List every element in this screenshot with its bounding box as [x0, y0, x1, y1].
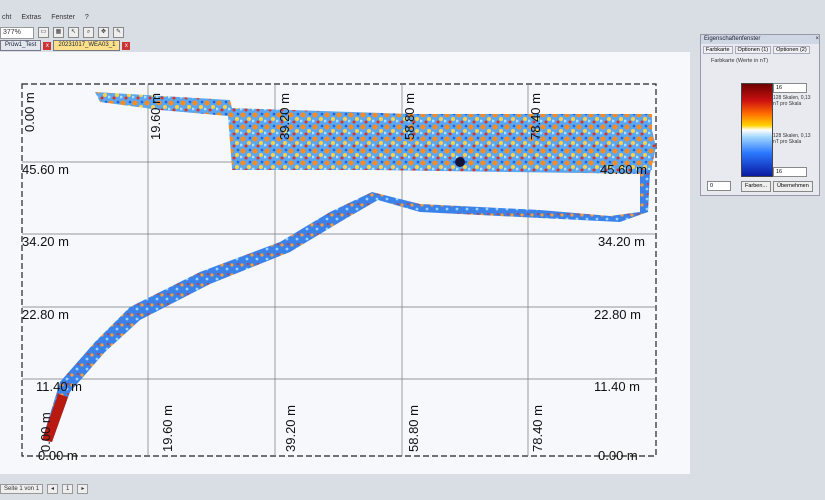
panel-title: Eigenschaftenfenster	[704, 36, 761, 42]
tab-pruew1[interactable]: Prüw1_Test	[0, 40, 42, 51]
menu-item[interactable]: cht	[2, 14, 12, 21]
status-bar: Seite 1 von 1 ◂ 1 ▸	[0, 484, 300, 494]
panel-tabs: Farbkarte Optionen (1) Optionen (2)	[701, 44, 819, 56]
right-label-3: 11.40 m	[594, 379, 640, 394]
document-tabs: Prüw1_Test x 20231017_WEA03_1 x	[0, 40, 700, 51]
right-label-1: 34.20 m	[598, 234, 645, 249]
page-indicator: Seite 1 von 1	[0, 484, 44, 494]
menu-item-fenster[interactable]: Fenster	[51, 14, 75, 21]
bottom-label-2: 39.20 m	[283, 405, 298, 452]
top-label-0: 0.00 m	[22, 92, 37, 132]
prev-page-button[interactable]: ◂	[47, 484, 59, 494]
close-icon[interactable]: x	[43, 41, 52, 50]
magnetometer-map[interactable]: 0.00 m 19.60 m 39.20 m 58.80 m 78.40 m 0…	[0, 52, 690, 474]
bottom-label-0: 0.00 m	[38, 412, 53, 452]
pan-icon[interactable]: ✥	[98, 27, 109, 38]
menu-bar: cht Extras Fenster ?	[0, 12, 702, 23]
tab-optionen-2[interactable]: Optionen (2)	[773, 46, 810, 54]
survey-data	[42, 92, 656, 442]
next-page-button[interactable]: ▸	[77, 484, 89, 494]
survey-path	[42, 170, 650, 442]
plot-frame	[21, 83, 657, 457]
left-value-field[interactable]: 0	[707, 181, 731, 191]
top-label-2: 39.20 m	[277, 93, 292, 140]
toolbar: 377% ▭ ▦ ↖ ⌕ ✥ ✎	[0, 26, 700, 39]
right-label-4: 0.00 m	[598, 448, 638, 463]
bottom-label-4: 78.40 m	[530, 405, 545, 452]
properties-panel: Eigenschaftenfenster × Farbkarte Optione…	[700, 34, 820, 196]
top-label-1: 19.60 m	[148, 93, 163, 140]
tab-farbkarte[interactable]: Farbkarte	[703, 46, 733, 54]
left-label-2: 22.80 m	[22, 307, 69, 322]
colors-button[interactable]: Farben...	[741, 181, 772, 192]
top-label-3: 58.80 m	[402, 93, 417, 140]
survey-path-start	[42, 394, 68, 442]
color-scale-bar	[741, 83, 773, 177]
right-label-0: 45.60 m	[600, 162, 647, 177]
top-label-4: 78.40 m	[528, 93, 543, 140]
pencil-icon[interactable]: ✎	[113, 27, 124, 38]
zoom-icon[interactable]: ⌕	[83, 27, 94, 38]
apply-button[interactable]: Übernehmen	[773, 181, 813, 192]
menu-item-help[interactable]: ?	[84, 14, 89, 21]
colormap-label: Farbkarte (Werte in nT)	[711, 58, 769, 64]
left-label-1: 34.20 m	[22, 234, 69, 249]
page-icon[interactable]: ▭	[38, 27, 49, 38]
survey-block-main	[232, 114, 652, 170]
grid-icon[interactable]: ▦	[53, 27, 64, 38]
left-label-4: 0.00 m	[38, 448, 78, 463]
min-field[interactable]: 16	[773, 167, 807, 177]
page-number-field[interactable]: 1	[62, 484, 74, 494]
tab-wea03[interactable]: 20231017_WEA03_1	[53, 40, 121, 51]
right-label-2: 22.80 m	[594, 307, 641, 322]
bottom-label-3: 58.80 m	[406, 405, 421, 452]
max-field[interactable]: 16	[773, 83, 807, 93]
upper-scale-info: 128 Skalen, 0,13 nT pro Skala	[773, 95, 811, 107]
anomaly-marker	[455, 157, 465, 167]
bottom-label-1: 19.60 m	[160, 405, 175, 452]
left-label-3: 11.40 m	[36, 379, 82, 394]
map-plot[interactable]: 0.00 m 19.60 m 39.20 m 58.80 m 78.40 m 0…	[0, 52, 690, 474]
menu-item-extras[interactable]: Extras	[21, 14, 42, 21]
zoom-field[interactable]: 377%	[0, 26, 34, 39]
arrow-icon[interactable]: ↖	[68, 27, 79, 38]
close-icon[interactable]: x	[122, 41, 131, 50]
tab-optionen-1[interactable]: Optionen (1)	[734, 46, 772, 54]
left-label-0: 45.60 m	[22, 162, 69, 177]
lower-scale-info: 128 Skalen, 0,13 nT pro Skala	[773, 133, 811, 145]
close-icon[interactable]: ×	[815, 36, 819, 42]
panel-title-bar: Eigenschaftenfenster ×	[701, 35, 819, 44]
